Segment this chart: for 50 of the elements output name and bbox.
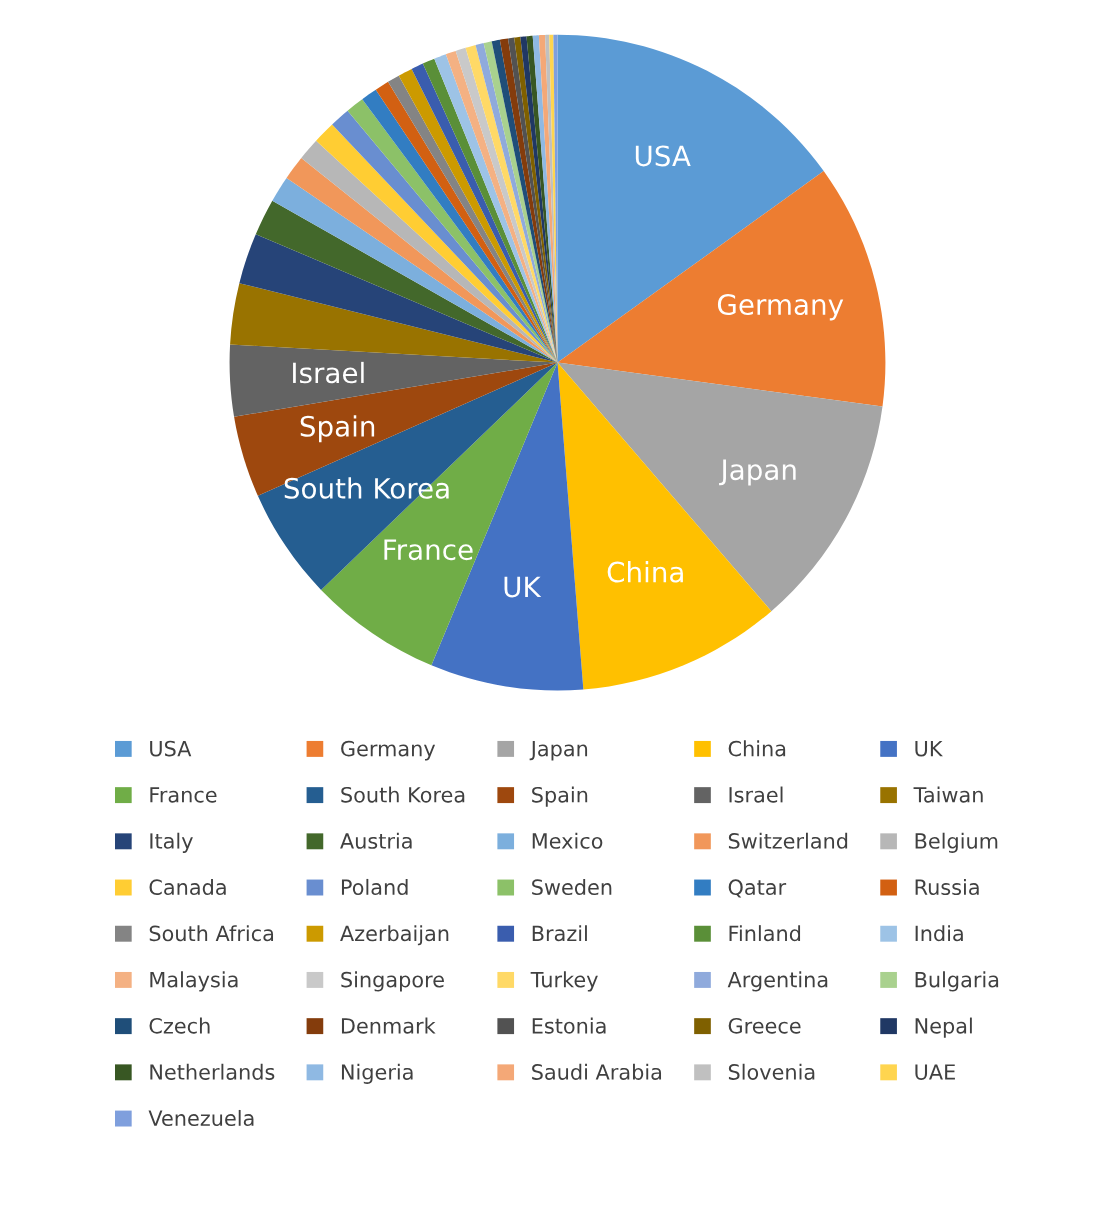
legend-label: Canada [149,878,226,896]
legend-label: Italy [150,832,193,853]
slice-label: Spain [300,415,375,443]
slice-label: South Korea [284,477,449,499]
legend-label: South Korea [341,786,465,803]
legend-label: South Africa [149,925,274,942]
legend-label: Finland [729,925,801,942]
legend-label: Switzerland [728,832,848,849]
legend-label: France [150,787,217,803]
legend-label: Russia [915,878,979,896]
legend-label: Greece [728,1017,801,1034]
legend-label: Nigeria [341,1063,413,1084]
legend-label: Estonia [532,1017,606,1034]
legend-label: Netherlands [150,1063,275,1080]
legend-label: Austria [340,832,412,849]
legend-label: Denmark [341,1017,436,1034]
legend-label: Azerbaijan [340,925,449,946]
legend-label: Malaysia [150,971,238,992]
slice-label: China [607,561,683,583]
legend-label: Saudi Arabia [532,1063,662,1080]
legend-label: Argentina [727,971,828,992]
slice-label: France [384,539,473,561]
legend-label: Taiwan [913,786,983,803]
legend-label: USA [150,740,192,757]
legend-label: Mexico [532,832,603,849]
slice-label: Germany [717,294,844,321]
legend-label: Brazil [532,925,587,942]
legend-label: Qatar [728,879,787,898]
slice-label: Japan [719,459,796,486]
legend-label: Poland [341,878,408,896]
legend-label: India [915,925,963,942]
legend-label: Spain [532,786,588,807]
legend-label: Germany [341,740,436,761]
legend-label: Singapore [341,971,444,992]
legend-label: Belgium [915,832,998,853]
slice-label: Israel [293,361,364,384]
legend-label: Nepal [915,1017,972,1038]
legend-label: UAE [915,1064,955,1080]
legend-label: Venezuela [148,1109,254,1127]
legend-label: Slovenia [728,1063,815,1080]
legend-label: Sweden [532,878,612,896]
legend-label: Turkey [530,971,598,992]
legend-label: Israel [729,786,783,803]
legend-label: Japan [529,740,588,761]
legend-label: Bulgaria [915,971,999,992]
slice-label: UK [504,576,542,598]
legend-label: UK [915,740,943,757]
legend-label: Czech [149,1017,210,1034]
slice-label: USA [635,145,691,167]
legend-label: China [728,740,786,757]
